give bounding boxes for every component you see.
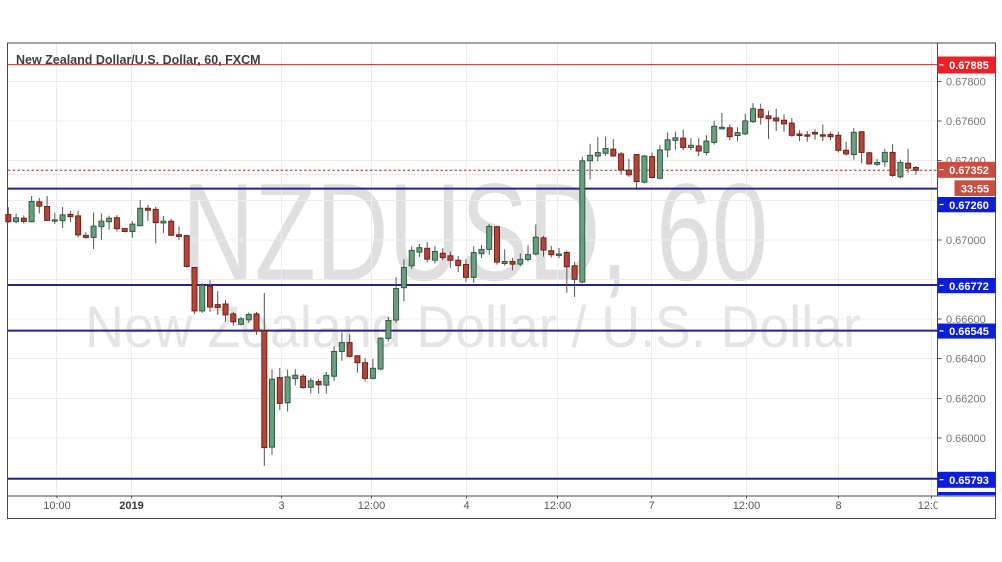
svg-text:3: 3 [278,500,284,512]
svg-text:33:55: 33:55 [961,183,989,195]
svg-text:NZDUSD, 60: NZDUSD, 60 [182,154,768,310]
svg-text:New Zealand Dollar/U.S. Dollar: New Zealand Dollar/U.S. Dollar, 60, FXCM [16,53,261,67]
svg-text:0.65793: 0.65793 [949,475,989,487]
svg-text:0.67260: 0.67260 [949,200,989,212]
svg-text:12:00: 12:00 [358,500,386,512]
svg-text:0.66600: 0.66600 [946,314,986,326]
svg-text:0.66772: 0.66772 [949,281,989,293]
svg-text:7: 7 [648,500,654,512]
svg-text:10:00: 10:00 [43,500,71,512]
svg-text:0.67352: 0.67352 [949,165,989,177]
svg-text:0.66545: 0.66545 [949,326,989,338]
svg-text:12:00: 12:00 [733,500,761,512]
svg-text:8: 8 [835,500,841,512]
svg-text:12:00: 12:00 [544,500,572,512]
svg-text:4: 4 [463,500,469,512]
svg-text:12:00: 12:00 [918,500,946,512]
svg-text:New Zealand Dollar / U.S. Doll: New Zealand Dollar / U.S. Dollar [85,294,861,359]
svg-text:2019: 2019 [119,500,143,512]
svg-text:0.66400: 0.66400 [946,354,986,366]
svg-text:0.66000: 0.66000 [946,433,986,445]
svg-text:0.67000: 0.67000 [946,235,986,247]
svg-text:0.67885: 0.67885 [949,60,989,72]
svg-text:0.67600: 0.67600 [946,116,986,128]
svg-text:0.66200: 0.66200 [946,393,986,405]
svg-text:0.67800: 0.67800 [946,77,986,89]
